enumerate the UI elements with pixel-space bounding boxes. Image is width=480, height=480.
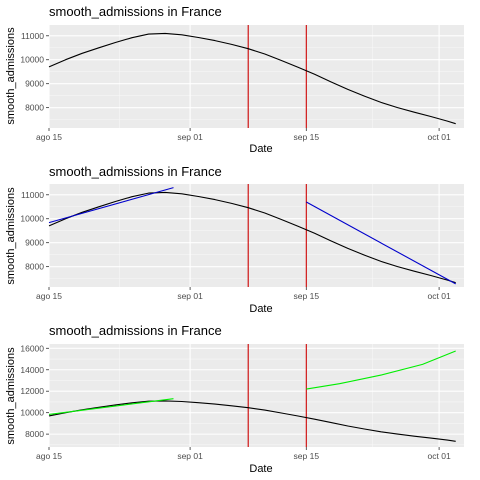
chart-title: smooth_admissions in France — [49, 4, 222, 19]
x-tick-label: sep 15 — [294, 291, 320, 301]
x-tick-label: sep 15 — [294, 132, 320, 142]
y-tick-label: 8000 — [25, 103, 44, 113]
plot-area — [49, 344, 464, 447]
x-axis-label: Date — [249, 463, 272, 475]
y-tick-labels: 8000 9000 10000 11000 — [20, 190, 49, 272]
x-tick-labels: ago 15 sep 01 sep 15 oct 01 — [36, 287, 451, 301]
y-tick-label: 10000 — [20, 214, 44, 224]
x-tick-labels: ago 15 sep 01 sep 15 oct 01 — [36, 128, 451, 142]
x-tick-label: ago 15 — [36, 451, 62, 461]
y-tick-label: 9000 — [25, 79, 44, 89]
chart-panel-1: smooth_admissions in France 8000 9000 1000… — [5, 4, 464, 155]
plot-area — [49, 184, 464, 287]
y-tick-label: 11000 — [21, 190, 44, 200]
grid — [48, 25, 464, 128]
vlines — [247, 25, 307, 128]
series-line — [306, 201, 456, 285]
y-tick-label: 10000 — [20, 55, 44, 65]
y-axis-label: smooth_admissions — [5, 347, 17, 445]
x-tick-label: oct 01 — [428, 451, 451, 461]
x-tick-label: oct 01 — [428, 132, 451, 142]
series-line — [48, 187, 174, 224]
chart-panel-3: smooth_admissions in France 8000 10000 120… — [5, 323, 464, 475]
y-tick-label: 10000 — [20, 408, 44, 418]
y-tick-label: 8000 — [25, 429, 44, 439]
series-line — [48, 32, 456, 125]
series-line — [48, 191, 456, 284]
y-tick-labels: 8000 9000 10000 11000 — [20, 31, 49, 113]
x-axis-label: Date — [249, 143, 272, 155]
x-tick-labels: ago 15 sep 01 sep 15 oct 01 — [36, 447, 451, 461]
x-axis-label: Date — [249, 303, 272, 315]
x-tick-label: sep 01 — [177, 291, 203, 301]
grid — [48, 184, 464, 287]
y-axis-label: smooth_admissions — [5, 187, 17, 285]
x-tick-label: sep 01 — [177, 451, 203, 461]
series-lines — [48, 187, 456, 285]
series-lines — [48, 350, 456, 442]
series-line — [48, 398, 174, 415]
chart-title: smooth_admissions in France — [49, 323, 222, 338]
vlines — [247, 344, 307, 447]
x-tick-label: sep 01 — [177, 132, 203, 142]
y-axis-label: smooth_admissions — [5, 27, 17, 125]
vlines — [247, 184, 307, 287]
grid — [48, 344, 464, 447]
x-tick-label: sep 15 — [294, 451, 320, 461]
y-tick-label: 16000 — [20, 343, 44, 353]
x-tick-label: oct 01 — [428, 291, 451, 301]
x-tick-label: ago 15 — [36, 132, 62, 142]
x-tick-label: ago 15 — [36, 291, 62, 301]
y-tick-label: 14000 — [20, 365, 44, 375]
chart-panel-2: smooth_admissions in France 8000 9000 1000… — [5, 164, 464, 315]
series-line — [48, 400, 456, 442]
y-tick-label: 12000 — [20, 386, 44, 396]
y-tick-label: 9000 — [25, 238, 44, 248]
y-tick-labels: 8000 10000 12000 14000 16000 — [20, 343, 49, 439]
y-tick-label: 8000 — [25, 262, 44, 272]
series-line — [306, 350, 456, 390]
plot-area — [49, 25, 464, 128]
y-tick-label: 11000 — [21, 31, 44, 41]
series-lines — [48, 32, 456, 125]
chart-title: smooth_admissions in France — [49, 164, 222, 179]
